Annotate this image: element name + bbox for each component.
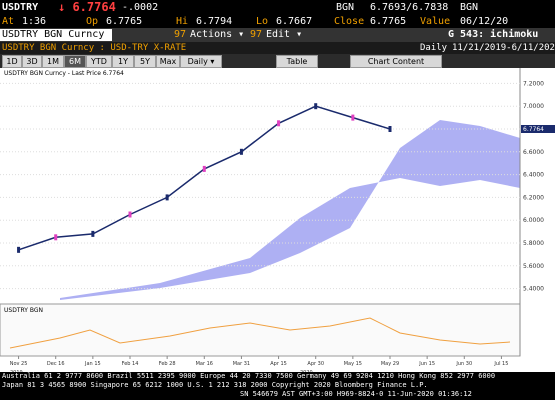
title: USDTRY BGN Curncy : USD-TRY X-RATE bbox=[2, 43, 187, 53]
x-tick-label: Jun 15 bbox=[418, 361, 435, 367]
button-row: 1D 3D 1M 6M YTD 1Y 5Y Max Daily ▾ Table Chart Cont… bbox=[0, 54, 555, 68]
security-field[interactable]: USDTRY BGN Curncy bbox=[0, 29, 112, 41]
num: 97 bbox=[250, 29, 263, 40]
lower-legend: USDTRY BGN bbox=[4, 307, 43, 314]
button[interactable]: 5Y bbox=[134, 55, 156, 68]
x-tick-label: Apr 15 bbox=[270, 361, 287, 367]
label: Op bbox=[86, 16, 99, 27]
footer-line: Japan 81 3 4565 8900 Singapore 65 6212 1… bbox=[2, 381, 428, 389]
footer-line: SN 546679 AST GMT+3:00 H969-8824-0 11-Ju… bbox=[240, 390, 472, 398]
price-marker bbox=[388, 126, 392, 132]
last-label: 6.7764 bbox=[523, 126, 544, 133]
price-marker bbox=[277, 120, 281, 127]
value: 6.7765 bbox=[370, 16, 407, 27]
button[interactable]: 1D bbox=[2, 55, 22, 68]
x-tick-label: Feb 14 bbox=[122, 361, 139, 367]
indicator-line bbox=[9, 317, 511, 349]
x-tick-label: Jul 15 bbox=[493, 361, 508, 367]
y-tick-label: 5.4000 bbox=[523, 286, 544, 293]
period: Daily bbox=[420, 43, 448, 53]
footer: Australia 61 2 9777 8600 Brazil 5511 239… bbox=[0, 372, 555, 400]
x-tick-label: Feb 28 bbox=[159, 361, 176, 367]
button[interactable]: 6M bbox=[64, 55, 86, 68]
price-marker bbox=[17, 246, 21, 253]
price-marker bbox=[202, 165, 206, 172]
y-tick-label: 5.6000 bbox=[523, 263, 544, 270]
legend: USDTRY BGN Curncy - Last Price 6.7764 bbox=[4, 70, 124, 77]
value: 1:36 bbox=[22, 16, 47, 27]
quote-bar: USDTRY ↓ 6.7764 -.0002 BGN 6.7693/6.7838… bbox=[0, 0, 555, 16]
value: 6.7794 bbox=[196, 16, 233, 27]
actions-menu[interactable]: Actions ▾ bbox=[190, 29, 245, 40]
bid-src: BGN bbox=[336, 2, 355, 13]
bidask: 6.7693/6.7838 bbox=[370, 2, 449, 13]
button[interactable]: 3D bbox=[22, 55, 42, 68]
function: G 543: ichimoku bbox=[448, 29, 539, 40]
label: Hi bbox=[176, 16, 189, 27]
footer-line: Australia 61 2 9777 8600 Brazil 5511 239… bbox=[2, 372, 496, 380]
button[interactable]: Chart Content bbox=[350, 55, 442, 68]
y-tick-label: 7.2000 bbox=[523, 80, 544, 87]
x-tick-label: Dec 16 bbox=[47, 361, 65, 367]
value: 06/12/20 bbox=[460, 16, 509, 27]
price-marker bbox=[314, 103, 318, 110]
x-tick-label: Jun 30 bbox=[455, 361, 472, 367]
edit-menu[interactable]: Edit ▾ bbox=[266, 29, 303, 40]
value: 6.7667 bbox=[276, 16, 313, 27]
y-tick-label: 6.0000 bbox=[523, 217, 544, 224]
num: 97 bbox=[174, 29, 187, 40]
label: Lo bbox=[256, 16, 269, 27]
label: At bbox=[2, 16, 15, 27]
button[interactable]: 1Y bbox=[112, 55, 134, 68]
ask-src: BGN bbox=[460, 2, 479, 13]
x-tick-label: Jan 15 bbox=[84, 361, 101, 367]
lower-pane bbox=[0, 303, 521, 357]
value: 6.7765 bbox=[106, 16, 143, 27]
price-marker bbox=[165, 194, 169, 201]
x-tick-label: Apr 30 bbox=[307, 361, 324, 367]
toolbar: USDTRY BGN Curncy 97 Actions ▾ 97 Edit ▾… bbox=[0, 28, 555, 42]
x-tick-label: Mar 16 bbox=[196, 361, 213, 367]
button[interactable]: Daily ▾ bbox=[180, 55, 222, 68]
chart: USDTRY BGN USDTRY BGN Curncy - Last Pric… bbox=[0, 68, 555, 384]
price-marker bbox=[239, 148, 243, 155]
last-box bbox=[521, 125, 555, 133]
x-tick-label: May 15 bbox=[344, 361, 362, 367]
price-marker bbox=[351, 114, 355, 121]
price-marker bbox=[91, 230, 95, 237]
button[interactable]: Max bbox=[156, 55, 180, 68]
y-tick-label: 7.0000 bbox=[523, 103, 544, 110]
button[interactable]: YTD bbox=[86, 55, 112, 68]
price-marker bbox=[128, 211, 132, 218]
last: ↓ 6.7764 bbox=[58, 0, 116, 14]
ticker: USDTRY bbox=[2, 2, 39, 13]
y-tick-label: 6.2000 bbox=[523, 194, 544, 201]
button[interactable]: 1M bbox=[42, 55, 64, 68]
button[interactable]: Table bbox=[276, 55, 318, 68]
subheader: USDTRY BGN Curncy : USD-TRY X-RATE Daily… bbox=[0, 42, 555, 54]
x-tick-label: Nov 25 bbox=[10, 361, 28, 367]
y-tick-label: 6.4000 bbox=[523, 172, 544, 179]
x-tick-label: Mar 31 bbox=[233, 361, 250, 367]
price-marker bbox=[54, 234, 58, 241]
label: Close bbox=[334, 16, 365, 27]
y-tick-label: 5.8000 bbox=[523, 240, 544, 247]
label: Value bbox=[420, 16, 451, 27]
change: -.0002 bbox=[122, 2, 159, 13]
y-tick-label: 6.6000 bbox=[523, 149, 544, 156]
range: 11/21/2019-6/11/2020 bbox=[452, 43, 555, 53]
x-tick-label: May 29 bbox=[381, 361, 399, 367]
stats-bar: At 1:36 Op 6.7765 Hi 6.7794 Lo 6.7667 Cl… bbox=[0, 16, 555, 28]
ichimoku-cloud bbox=[60, 120, 520, 300]
